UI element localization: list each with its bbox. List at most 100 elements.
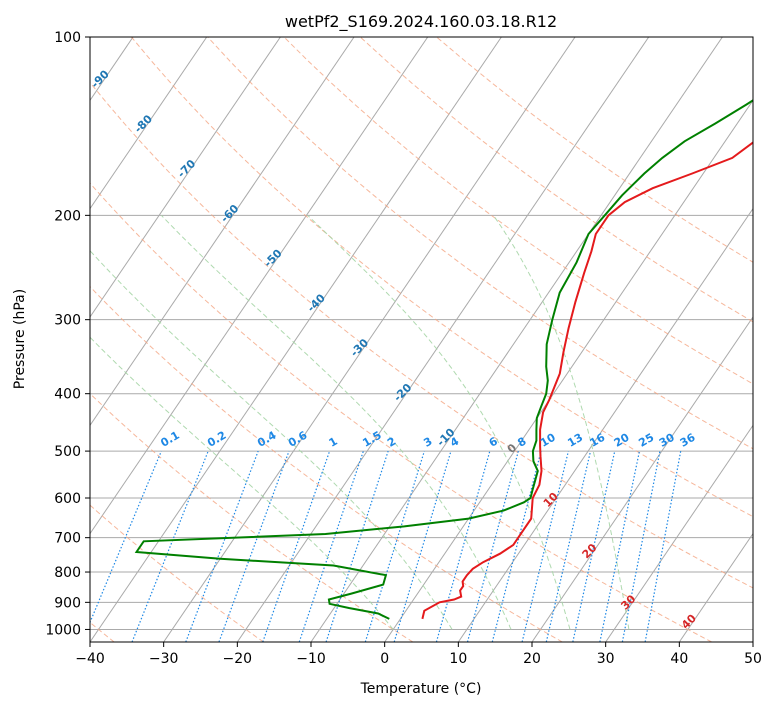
isotherm-label: -50 xyxy=(261,246,284,269)
x-tick-label: −40 xyxy=(75,651,105,667)
moist-adiabats xyxy=(90,214,630,630)
mixing-ratio-line xyxy=(545,450,592,642)
y-tick-label: 900 xyxy=(54,595,81,611)
plot-frame xyxy=(89,36,754,643)
mixing-ratio-label: 13 xyxy=(565,431,585,450)
isotherm-line xyxy=(310,37,723,642)
isotherm-line xyxy=(752,641,753,642)
moist-adiabat xyxy=(492,215,630,630)
profile-lines xyxy=(134,99,753,620)
chart-title: wetPf2_S169.2024.160.03.18.R12 xyxy=(285,12,557,32)
x-tick-label: 20 xyxy=(523,651,541,667)
plot-area: 0.1 0.2 0.4 0.6 1 1.5 2 3 4 6 8 10 13 16 20 25 30 36-100-… xyxy=(0,37,753,642)
dry-adiabat xyxy=(90,392,414,642)
mixing-ratio-lines xyxy=(90,450,682,642)
dry-adiabat xyxy=(283,37,753,385)
isotherm-label: 10 xyxy=(541,490,561,510)
x-tick-label: −20 xyxy=(223,651,253,667)
isotherm-line xyxy=(163,37,576,642)
y-tick-label: 700 xyxy=(54,531,81,547)
x-tick-label: 30 xyxy=(597,651,615,667)
isotherm-label: -70 xyxy=(175,157,198,180)
y-tick-label: 500 xyxy=(54,444,81,460)
isotherm-label: -60 xyxy=(218,202,241,225)
x-tick-label: −10 xyxy=(296,651,326,667)
dry-adiabat xyxy=(131,37,753,518)
mixing-ratio-line xyxy=(466,450,519,642)
mixing-ratio-line xyxy=(599,450,641,642)
line-annotations: 0.1 0.2 0.4 0.6 1 1.5 2 3 4 6 8 10 13 16 20 25 30 36-100-… xyxy=(89,67,699,632)
y-tick-label: 100 xyxy=(54,30,81,46)
isotherm-label: 40 xyxy=(679,612,699,632)
mixing-ratio-line xyxy=(393,450,452,642)
isotherm-line xyxy=(90,37,429,535)
y-tick-label: 800 xyxy=(54,565,81,581)
isotherm-label: 20 xyxy=(580,541,600,561)
pressure-gridlines xyxy=(90,37,753,630)
mixing-ratio-line xyxy=(131,450,209,642)
isotherm-label: -90 xyxy=(89,67,112,90)
mixing-ratio-line xyxy=(644,450,682,642)
y-tick-label: 300 xyxy=(54,313,81,329)
mixing-ratio-label: 0.4 xyxy=(255,429,279,450)
mixing-ratio-line xyxy=(90,450,162,624)
mixing-ratio-line xyxy=(218,450,290,642)
isotherm-line xyxy=(90,37,502,642)
mixing-ratio-line xyxy=(572,450,616,642)
y-tick-label: 200 xyxy=(54,208,81,224)
skewed-isotherms xyxy=(0,37,753,642)
mixing-ratio-label: 25 xyxy=(636,431,656,450)
isotherm-line xyxy=(457,207,753,642)
dry-adiabat xyxy=(90,182,712,642)
y-axis-label: Pressure (hPa) xyxy=(12,289,28,389)
dry-adiabat xyxy=(90,285,563,642)
y-tick-label: 600 xyxy=(54,491,81,507)
y-tick-label: 1000 xyxy=(45,622,81,638)
isotherm-line xyxy=(384,99,753,642)
mixing-ratio-line xyxy=(521,450,569,642)
isotherm-label: -30 xyxy=(348,336,371,359)
mixing-ratio-label: 0.2 xyxy=(205,429,228,450)
mixing-ratio-line xyxy=(262,450,331,642)
mixing-ratio-label: 36 xyxy=(678,431,698,450)
y-tick-label: 400 xyxy=(54,387,81,403)
isotherm-line xyxy=(678,532,753,642)
isotherm-line xyxy=(0,37,59,642)
mixing-ratio-label: 3 xyxy=(421,435,434,450)
isotherm-line xyxy=(90,37,355,427)
dry-adiabat xyxy=(436,37,753,263)
isotherm-line xyxy=(605,424,753,642)
x-tick-label: 10 xyxy=(449,651,467,667)
isotherm-line xyxy=(90,37,281,318)
moist-adiabat xyxy=(160,214,512,630)
temperature-line xyxy=(421,141,753,620)
x-tick-label: 40 xyxy=(670,651,688,667)
mixing-ratio-line xyxy=(298,450,364,642)
isotherm-line xyxy=(531,316,753,642)
moist-adiabat xyxy=(90,249,453,630)
x-tick-label: 0 xyxy=(380,651,389,667)
dry-adiabat xyxy=(359,37,753,323)
mixing-ratio-line xyxy=(435,450,491,642)
moist-adiabat xyxy=(307,214,571,630)
x-axis-label: Temperature (°C) xyxy=(360,681,482,697)
mixing-ratio-label: 0.1 xyxy=(158,429,181,450)
isotherm-label: -40 xyxy=(305,291,328,314)
isotherm-label: -20 xyxy=(391,381,414,404)
isotherm-line xyxy=(236,37,650,642)
moist-adiabat xyxy=(90,336,394,630)
isotherm-label: 30 xyxy=(618,592,638,612)
dry-adiabats xyxy=(90,37,753,642)
mixing-ratio-label: 2 xyxy=(385,435,398,450)
y-axis: 100 200 300 400 500 600 700 800 900 1000 xyxy=(45,30,90,638)
mixing-ratio-line xyxy=(491,450,542,642)
x-tick-label: −30 xyxy=(149,651,179,667)
x-tick-label: 50 xyxy=(744,651,762,667)
mixing-ratio-label: 1 xyxy=(327,435,340,450)
dewpoint-line xyxy=(134,99,753,620)
dry-adiabat xyxy=(90,81,753,589)
mixing-ratio-line xyxy=(621,450,661,642)
x-axis: −40 −30 −20 −10 0 10 20 30 40 50 xyxy=(75,642,762,667)
isotherm-label: -80 xyxy=(132,112,155,135)
